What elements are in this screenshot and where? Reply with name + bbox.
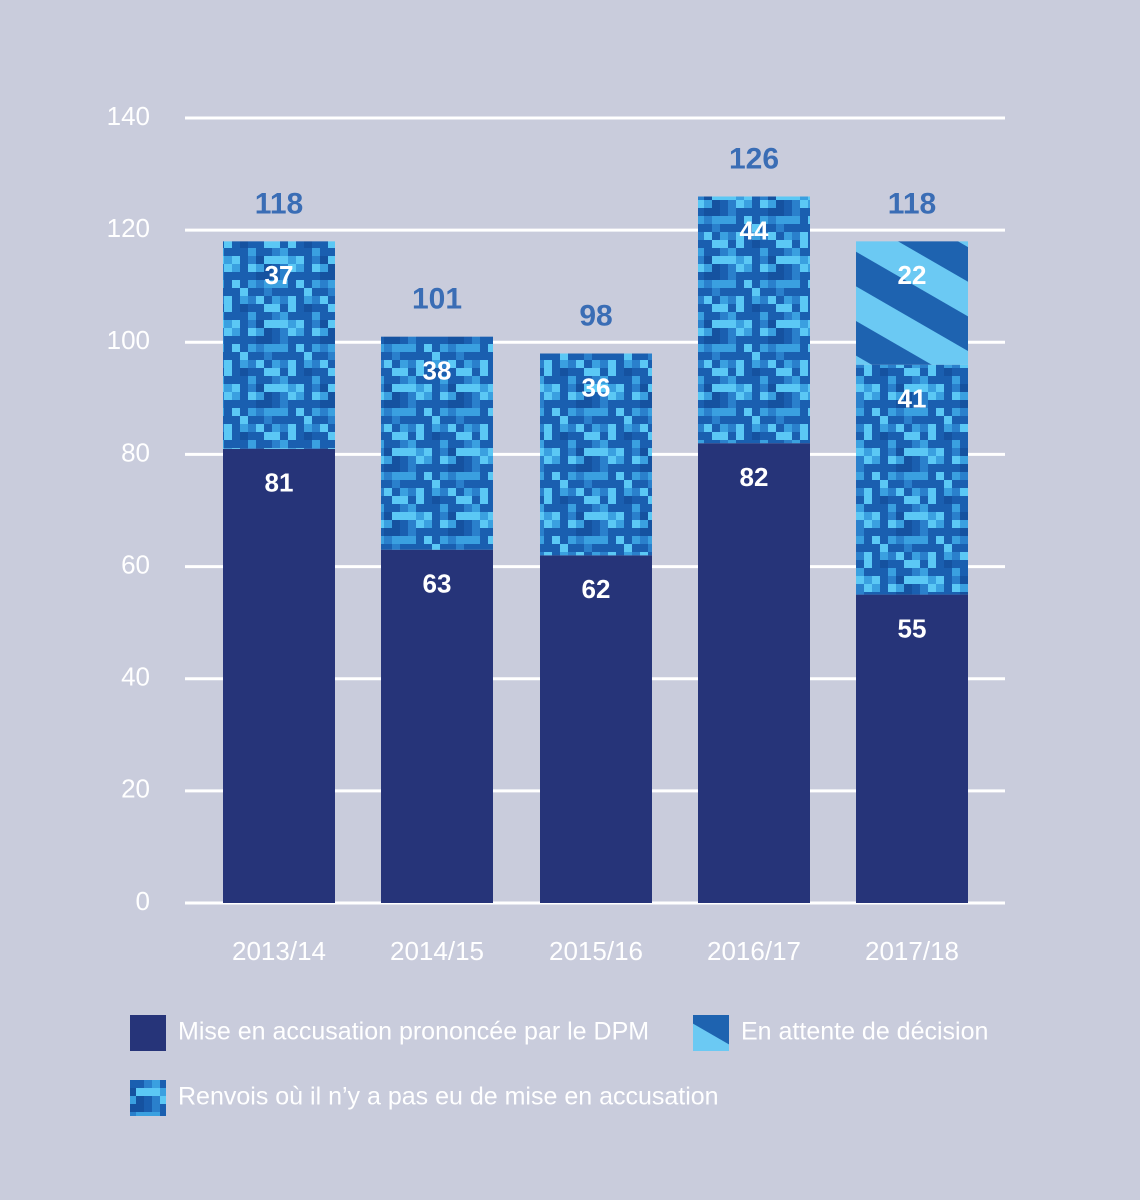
legend-label: Mise en accusation prononcée par le DPM	[178, 1018, 649, 1046]
x-tick-label: 2015/16	[549, 936, 643, 966]
bar-segment	[223, 241, 335, 449]
x-tick-label: 2017/18	[865, 936, 959, 966]
legend-label: En attente de décision	[741, 1018, 988, 1046]
value-label: 81	[265, 468, 294, 498]
bar-segment	[540, 353, 652, 556]
value-label: 22	[898, 260, 927, 290]
total-label: 98	[579, 299, 612, 332]
y-tick-label: 80	[121, 437, 150, 467]
value-label: 63	[423, 569, 452, 599]
value-label: 62	[582, 574, 611, 604]
bar-segment	[381, 549, 493, 903]
value-label: 44	[740, 215, 769, 245]
value-label: 82	[740, 462, 769, 492]
legend-label: Renvois où il n’y a pas eu de mise en ac…	[178, 1083, 719, 1111]
bar-segment	[540, 555, 652, 903]
bar-segment	[223, 448, 335, 903]
value-label: 55	[898, 613, 927, 643]
bar-segment	[381, 336, 493, 550]
total-label: 118	[888, 187, 936, 220]
y-tick-label: 60	[121, 549, 150, 579]
x-tick-label: 2013/14	[232, 936, 326, 966]
y-tick-label: 0	[136, 886, 150, 916]
value-label: 37	[265, 260, 294, 290]
y-tick-label: 120	[107, 213, 150, 243]
value-label: 36	[582, 372, 611, 402]
total-label: 101	[412, 283, 462, 316]
legend-swatch	[130, 1015, 166, 1051]
bar-segment	[856, 364, 968, 595]
x-tick-label: 2016/17	[707, 936, 801, 966]
y-tick-label: 140	[107, 101, 150, 131]
total-label: 126	[729, 142, 779, 175]
legend-swatch	[130, 1080, 166, 1116]
y-tick-label: 100	[107, 325, 150, 355]
value-label: 38	[423, 356, 452, 386]
bar-segment	[856, 594, 968, 903]
y-tick-label: 40	[121, 662, 150, 692]
bar-segment	[698, 196, 810, 444]
bar-segment	[698, 443, 810, 903]
x-tick-label: 2014/15	[390, 936, 484, 966]
total-label: 118	[255, 187, 303, 220]
value-label: 41	[898, 384, 927, 414]
y-tick-label: 20	[121, 774, 150, 804]
legend-swatch	[693, 1015, 729, 1051]
bar-segment	[856, 241, 968, 365]
